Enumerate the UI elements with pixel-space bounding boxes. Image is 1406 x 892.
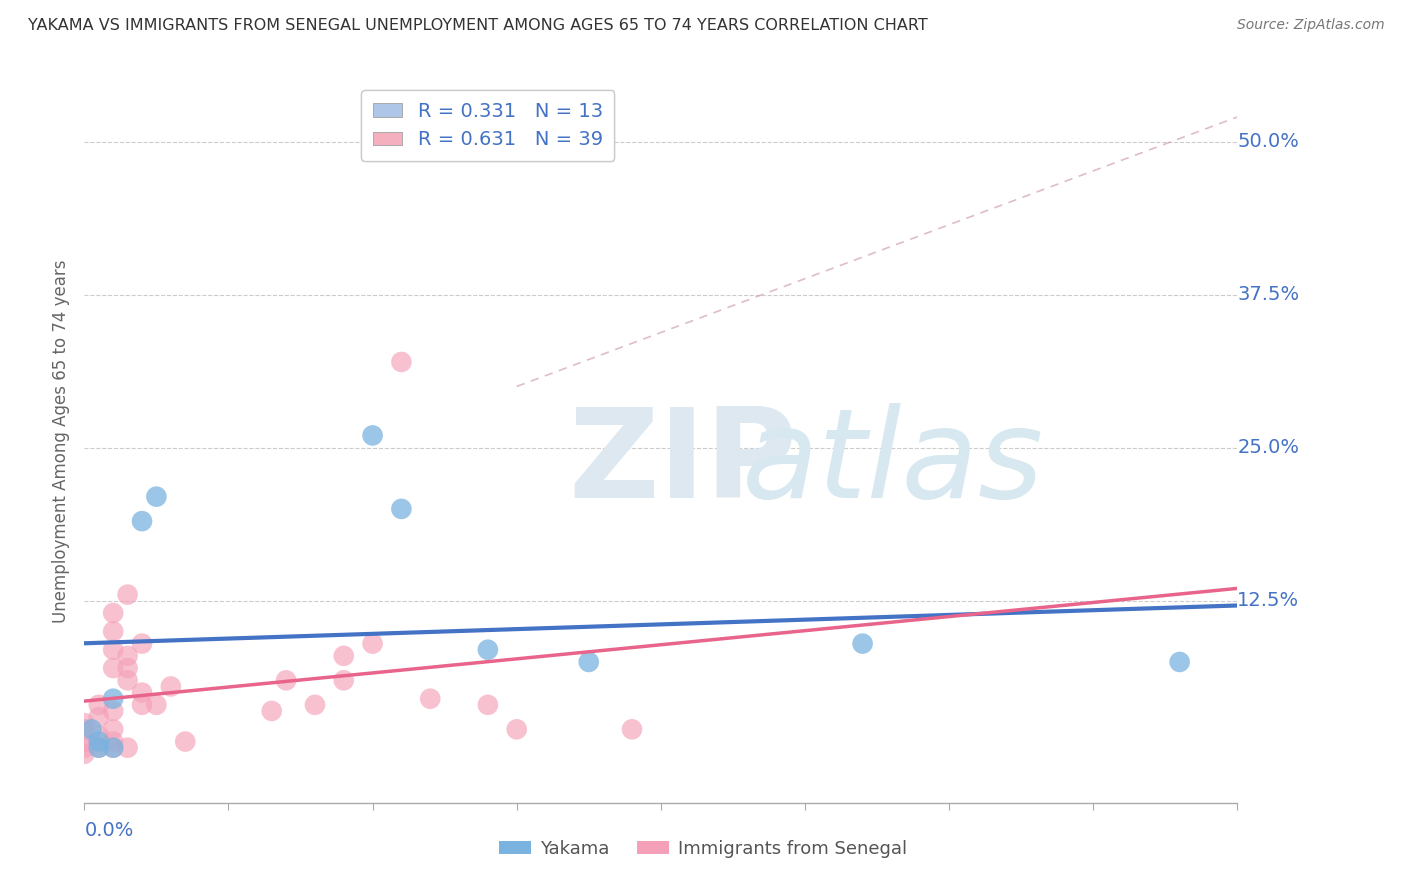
Point xyxy=(117,740,139,755)
Point xyxy=(103,606,124,620)
Text: 50.0%: 50.0% xyxy=(1237,132,1299,151)
Point xyxy=(80,723,103,737)
Point xyxy=(304,698,326,712)
Point xyxy=(103,642,124,657)
Point xyxy=(174,734,197,748)
Text: YAKAMA VS IMMIGRANTS FROM SENEGAL UNEMPLOYMENT AMONG AGES 65 TO 74 YEARS CORRELA: YAKAMA VS IMMIGRANTS FROM SENEGAL UNEMPL… xyxy=(28,18,928,33)
Point xyxy=(621,723,644,737)
Point xyxy=(73,723,96,737)
Legend: Yakama, Immigrants from Senegal: Yakama, Immigrants from Senegal xyxy=(492,833,914,865)
Point xyxy=(578,655,600,669)
Point xyxy=(852,637,875,651)
Point xyxy=(333,648,356,663)
Point xyxy=(276,673,298,688)
Text: atlas: atlas xyxy=(741,402,1043,524)
Point xyxy=(145,698,167,712)
Point xyxy=(117,648,139,663)
Point xyxy=(103,691,124,706)
Text: 0.0%: 0.0% xyxy=(84,821,134,840)
Point xyxy=(87,698,110,712)
Point xyxy=(477,698,499,712)
Point xyxy=(1168,655,1191,669)
Text: 25.0%: 25.0% xyxy=(1237,438,1299,458)
Point xyxy=(87,740,110,755)
Point xyxy=(73,734,96,748)
Legend: R = 0.331   N = 13, R = 0.631   N = 39: R = 0.331 N = 13, R = 0.631 N = 39 xyxy=(361,90,614,161)
Point xyxy=(131,514,153,528)
Point xyxy=(103,624,124,639)
Y-axis label: Unemployment Among Ages 65 to 74 years: Unemployment Among Ages 65 to 74 years xyxy=(52,260,70,624)
Point xyxy=(160,680,183,694)
Point xyxy=(145,490,167,504)
Point xyxy=(87,740,110,755)
Point xyxy=(333,673,356,688)
Text: 37.5%: 37.5% xyxy=(1237,285,1299,304)
Point xyxy=(391,355,413,369)
Point xyxy=(103,740,124,755)
Point xyxy=(117,588,139,602)
Point xyxy=(361,428,384,442)
Point xyxy=(131,685,153,699)
Point xyxy=(117,673,139,688)
Point xyxy=(506,723,529,737)
Point xyxy=(103,734,124,748)
Point xyxy=(87,710,110,724)
Text: 12.5%: 12.5% xyxy=(1237,591,1299,610)
Point xyxy=(73,747,96,761)
Point xyxy=(103,704,124,718)
Text: ZIP: ZIP xyxy=(568,402,797,524)
Point xyxy=(103,661,124,675)
Point xyxy=(87,734,110,748)
Point xyxy=(87,728,110,742)
Point xyxy=(73,740,96,755)
Point xyxy=(73,716,96,731)
Point xyxy=(103,740,124,755)
Point xyxy=(260,704,283,718)
Point xyxy=(477,642,499,657)
Point xyxy=(361,637,384,651)
Point xyxy=(419,691,441,706)
Point xyxy=(103,723,124,737)
Text: Source: ZipAtlas.com: Source: ZipAtlas.com xyxy=(1237,18,1385,32)
Point xyxy=(117,661,139,675)
Point xyxy=(131,698,153,712)
Point xyxy=(131,637,153,651)
Point xyxy=(391,502,413,516)
